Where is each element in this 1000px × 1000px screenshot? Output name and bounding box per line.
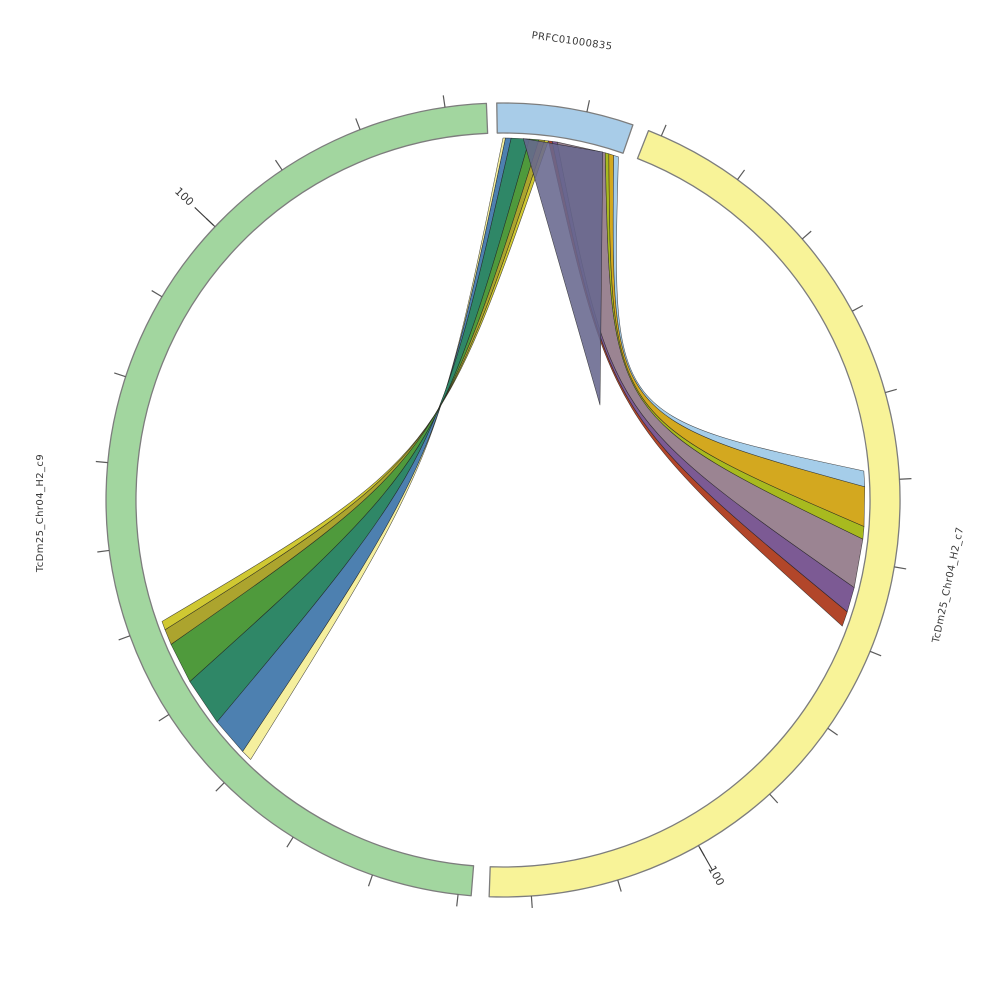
tick-TcDm25_Chr04_H2_c9 xyxy=(442,95,446,108)
ribbon-c9-bright-yellow xyxy=(161,140,549,631)
tick-TcDm25_Chr04_H2_c9 xyxy=(95,460,108,464)
tick-TcDm25_Chr04_H2_c9 xyxy=(114,372,126,378)
tick-TcDm25_Chr04_H2_c9 xyxy=(456,894,459,907)
segment-TcDm25_Chr04_H2_c7: 100 xyxy=(488,124,912,908)
tick-TcDm25_Chr04_H2_c9 xyxy=(158,713,170,722)
ribbon-overlay-slate xyxy=(522,138,604,406)
tick-TcDm25_Chr04_H2_c7 xyxy=(617,879,622,892)
tick-TcDm25_Chr04_H2_c7 xyxy=(736,169,746,180)
tick-TcDm25_Chr04_H2_c7 xyxy=(530,895,533,908)
segment-arc-PRFC01000835 xyxy=(496,102,634,154)
tick-TcDm25_Chr04_H2_c9 xyxy=(215,782,225,792)
tick-TcDm25_Chr04_H2_c7 xyxy=(769,793,779,804)
tick-TcDm25_Chr04_H2_c9 xyxy=(151,290,163,298)
tick-TcDm25_Chr04_H2_c7 xyxy=(660,124,667,137)
tick-TcDm25_Chr04_H2_c7 xyxy=(894,566,907,570)
tick-TcDm25_Chr04_H2_c7 xyxy=(885,388,897,394)
tick-TcDm25_Chr04_H2_c9 xyxy=(367,874,374,887)
segment-PRFC01000835 xyxy=(496,100,634,154)
segment-arc-TcDm25_Chr04_H2_c7 xyxy=(488,129,901,898)
tick-TcDm25_Chr04_H2_c7 xyxy=(851,304,864,312)
tick-label-connector-TcDm25_Chr04_H2_c7 xyxy=(698,847,713,871)
tick-TcDm25_Chr04_H2_c7 xyxy=(827,727,838,736)
tick-TcDm25_Chr04_H2_c9 xyxy=(274,159,283,171)
segment-label-TcDm25_Chr04_H2_c9: TcDm25_Chr04_H2_c9 xyxy=(35,454,46,573)
tick-TcDm25_Chr04_H2_c9 xyxy=(97,549,110,553)
tick-TcDm25_Chr04_H2_c7 xyxy=(869,650,882,657)
ribbon-c7-light-blue xyxy=(612,155,866,488)
tick-TcDm25_Chr04_H2_c9 xyxy=(355,118,361,130)
tick-TcDm25_Chr04_H2_c7 xyxy=(899,477,912,480)
segment-arc-TcDm25_Chr04_H2_c9 xyxy=(105,102,489,897)
tick-label-connector-TcDm25_Chr04_H2_c9 xyxy=(194,207,214,226)
tick-TcDm25_Chr04_H2_c9 xyxy=(286,836,294,848)
tick-TcDm25_Chr04_H2_c7 xyxy=(801,230,812,240)
tick-TcDm25_Chr04_H2_c9 xyxy=(118,635,131,641)
tick-PRFC01000835 xyxy=(586,100,591,113)
synteny-ribbons xyxy=(161,137,866,760)
